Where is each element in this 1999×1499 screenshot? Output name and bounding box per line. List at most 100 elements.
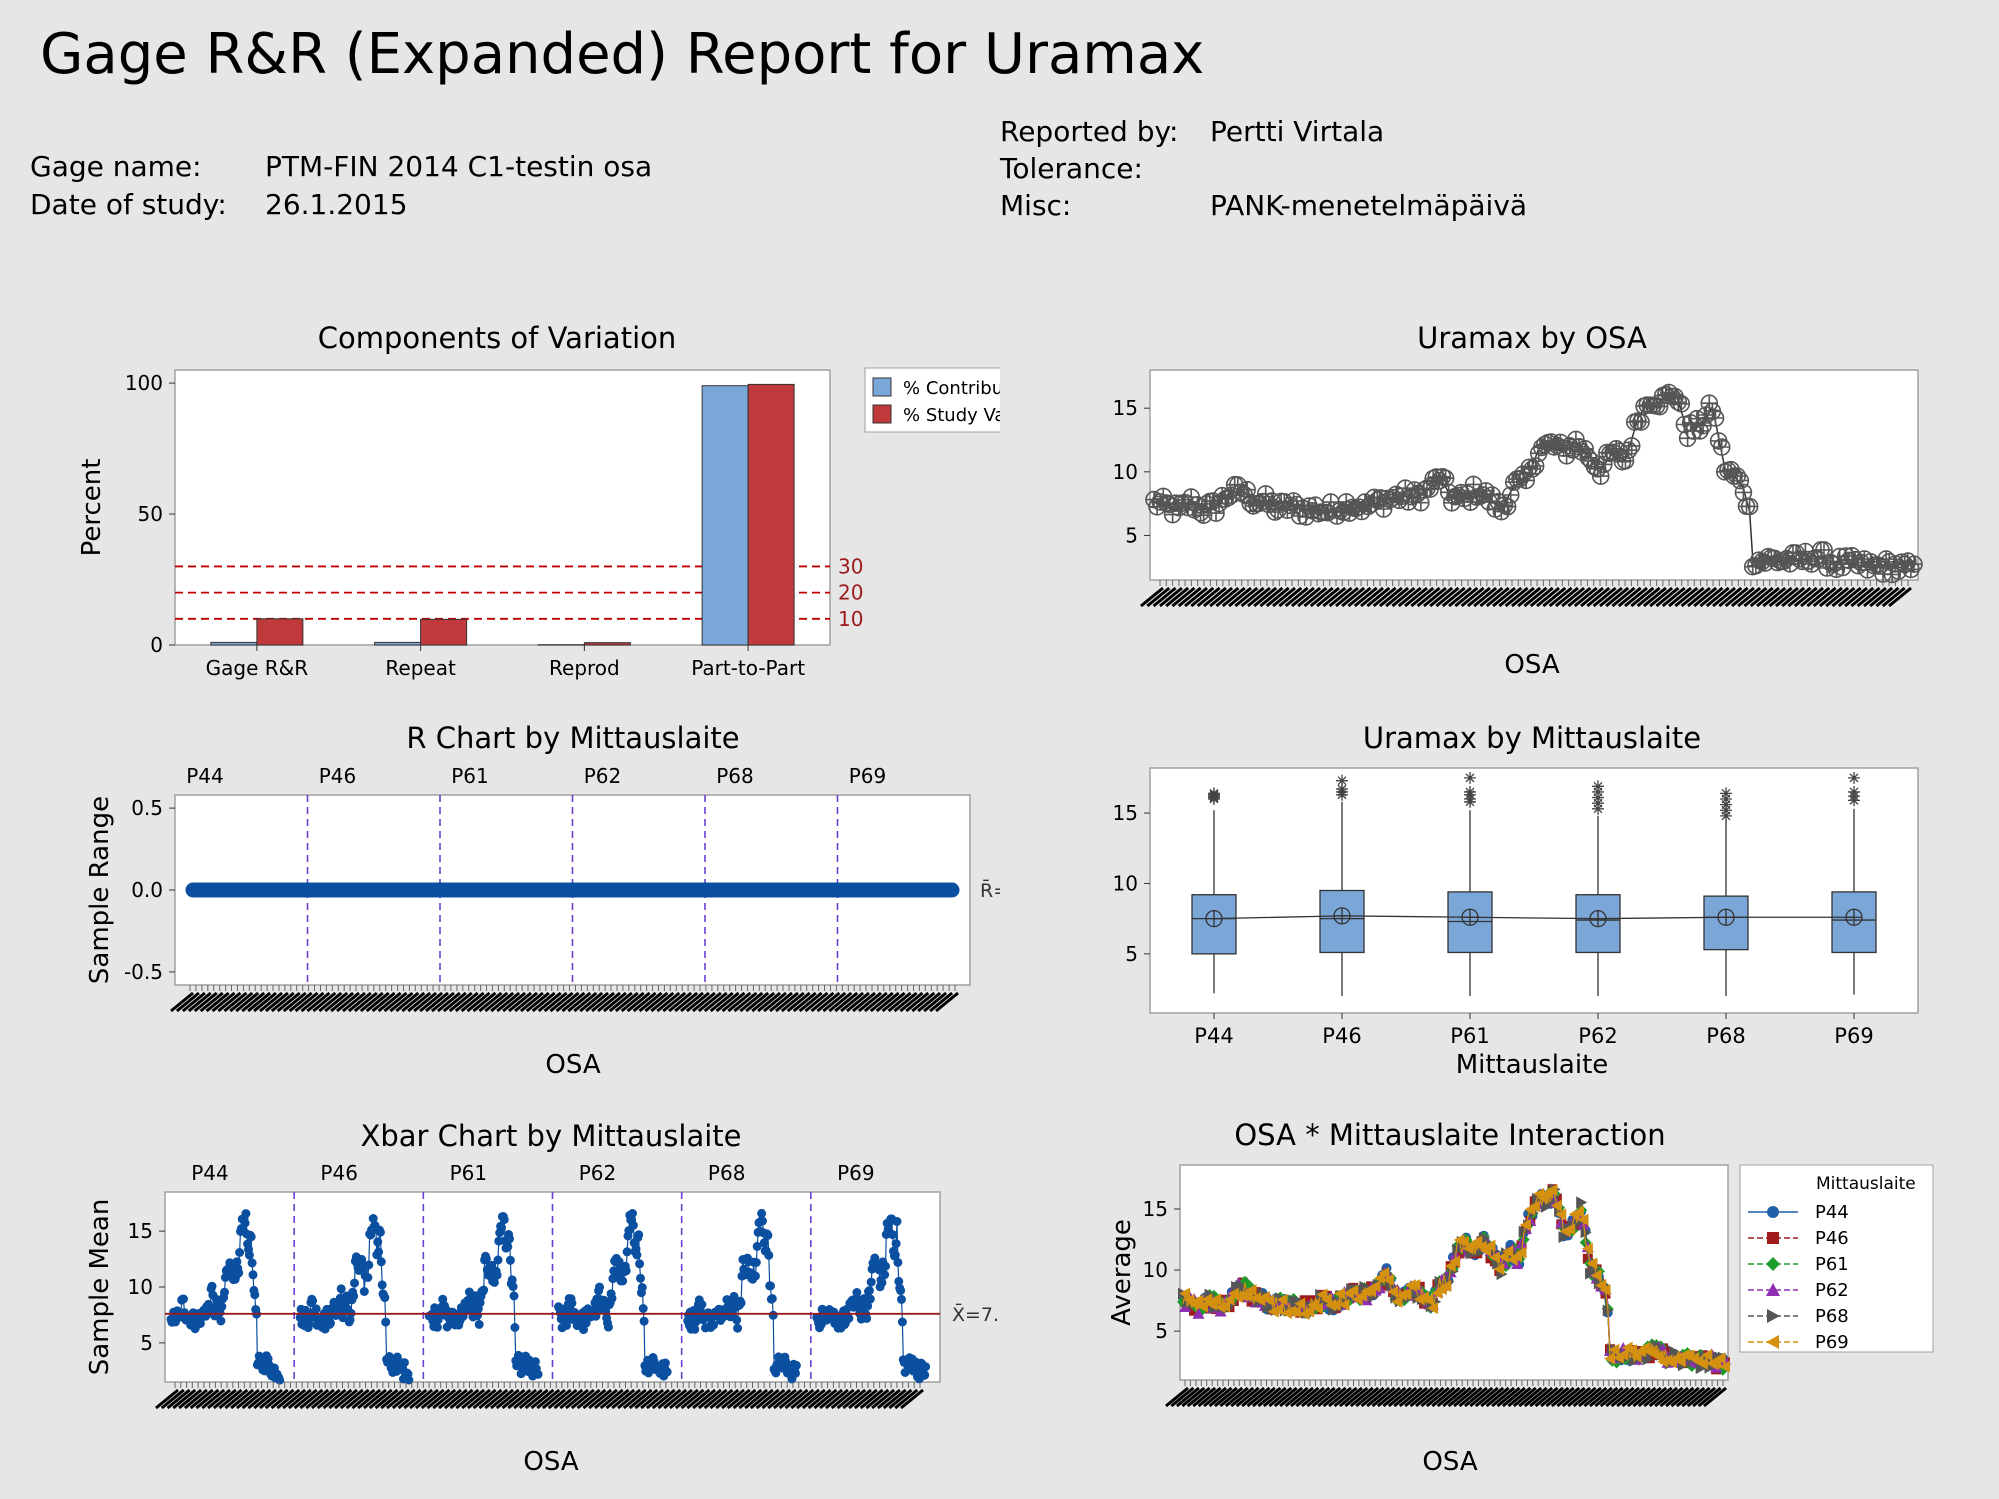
- legend-marker: [1766, 1257, 1780, 1271]
- legend-label: P46: [1815, 1228, 1849, 1249]
- reported-by-label: Reported by:: [1000, 115, 1179, 148]
- group-label: P46: [319, 764, 357, 788]
- x-axis-label: OSA: [1422, 1447, 1477, 1477]
- outlier-marker: [1336, 783, 1348, 796]
- bar-contribution: [701, 385, 749, 646]
- outlier-marker: [1464, 771, 1476, 784]
- center-line-label: X̄=7.6: [952, 1301, 1000, 1325]
- x-axis-tick-labels: [1165, 1386, 1727, 1408]
- x-tick-label: P69: [1834, 1024, 1873, 1048]
- reference-line-label: 20: [838, 581, 863, 605]
- reported-by-value: Pertti Virtala: [1210, 115, 1385, 148]
- outlier-marker: [1336, 774, 1348, 787]
- center-line-label: R̄=0: [980, 878, 1000, 902]
- y-axis-label: Sample Range: [85, 796, 115, 984]
- x-axis-ticks: [1159, 580, 1909, 586]
- legend-marker: [1767, 1206, 1779, 1218]
- date-value: 26.1.2015: [265, 188, 408, 221]
- x-tick-label: Gage R&R: [206, 656, 309, 680]
- y-axis-label: Percent: [77, 459, 107, 557]
- legend-label: % Study Var: [903, 405, 1000, 426]
- group-label: P62: [584, 764, 622, 788]
- x-tick-label: P46: [1322, 1024, 1361, 1048]
- x-axis-ticks: [189, 985, 956, 991]
- y-tick-label: 15: [1113, 396, 1138, 420]
- chart-title: Xbar Chart by Mittauslaite: [360, 1119, 741, 1153]
- y-tick-label: 15: [1143, 1197, 1168, 1221]
- x-tick-label: Repeat: [385, 656, 456, 680]
- legend-marker: [1766, 1335, 1779, 1349]
- x-axis-label: OSA: [1504, 650, 1559, 680]
- chart-title: Uramax by OSA: [1417, 321, 1647, 355]
- y-tick-label: 5: [140, 1331, 153, 1355]
- bar-studyvar: [256, 618, 304, 646]
- y-tick-label: 10: [1113, 460, 1138, 484]
- mean-connect-line: [1213, 915, 1854, 920]
- y-tick-label: 0: [150, 633, 163, 657]
- bar-contribution: [374, 641, 422, 646]
- y-tick-label: 10: [1113, 871, 1138, 895]
- legend-swatch: [872, 404, 892, 424]
- legend-marker: [1767, 1232, 1779, 1244]
- legend-label: P68: [1815, 1306, 1849, 1327]
- r-chart: R Chart by Mittauslaite Sample Range -0.5 0…: [85, 721, 1000, 1080]
- series-markers-p68: [1178, 1183, 1729, 1375]
- gage-name-value: PTM-FIN 2014 C1-testin osa: [265, 150, 653, 183]
- outlier-marker: [1848, 785, 1860, 798]
- report-title: Gage R&R (Expanded) Report for Uramax: [40, 22, 1205, 87]
- date-label: Date of study:: [30, 188, 227, 221]
- reference-line-label: 10: [838, 607, 863, 631]
- y-tick-label: 15: [128, 1219, 153, 1243]
- misc-label: Misc:: [1000, 189, 1072, 222]
- group-label: P61: [450, 1161, 488, 1185]
- x-tick-label: Reprod: [549, 656, 620, 680]
- group-label: P68: [716, 764, 754, 788]
- misc-value: PANK-menetelmäpäivä: [1210, 189, 1528, 222]
- chart-title: OSA * Mittauslaite Interaction: [1234, 1118, 1665, 1152]
- y-axis-label: Average: [1107, 1219, 1137, 1326]
- legend-marker: [1766, 1283, 1780, 1296]
- bar-contribution: [210, 641, 258, 646]
- interaction-chart: OSA * Mittauslaite Interaction Average 5 10…: [1107, 1118, 1934, 1477]
- group-label: P62: [579, 1161, 617, 1185]
- y-tick-label: -0.5: [124, 960, 163, 984]
- y-tick-label: 100: [125, 371, 163, 395]
- uramax-by-mittauslaite-chart: Uramax by Mittauslaite 5 10 15 P44 P46 P61 P62 P…: [1113, 721, 1919, 1080]
- legend-label: P44: [1815, 1202, 1849, 1223]
- x-axis-tick-labels: [1140, 586, 1912, 608]
- osa-mean-markers: [1145, 383, 1923, 584]
- legend-label: P69: [1815, 1332, 1849, 1353]
- y-tick-label: 10: [128, 1275, 153, 1299]
- tolerance-label: Tolerance:: [1000, 152, 1143, 185]
- y-tick-label: 0.5: [131, 796, 163, 820]
- x-axis-label: OSA: [523, 1447, 578, 1477]
- chart-title: Components of Variation: [318, 321, 677, 355]
- outlier-marker: [1592, 780, 1604, 793]
- x-axis-label: Mittauslaite: [1456, 1050, 1609, 1080]
- bar-studyvar: [747, 383, 795, 646]
- bar-studyvar: [420, 618, 468, 646]
- legend-label: P62: [1815, 1280, 1849, 1301]
- legend-swatch: [872, 377, 892, 397]
- legend-label: % Contribution: [903, 378, 1000, 399]
- uramax-by-osa-chart: Uramax by OSA 5 10 15 OSA: [1113, 321, 1923, 680]
- x-tick-label: P68: [1706, 1024, 1745, 1048]
- x-axis-tick-labels: [170, 991, 959, 1013]
- outlier-marker: [1720, 787, 1732, 800]
- outlier-marker: [1208, 787, 1220, 800]
- sample-mean-points: [166, 1208, 931, 1385]
- components-of-variation-chart: Components of Variation Percent 0 50 100 30 20…: [77, 321, 1000, 680]
- reference-line-label: 30: [838, 554, 863, 578]
- y-tick-label: 50: [138, 502, 163, 526]
- legend-label: P61: [1815, 1254, 1849, 1275]
- chart-title: Uramax by Mittauslaite: [1363, 721, 1701, 755]
- x-axis-ticks: [174, 1382, 921, 1388]
- y-tick-label: 15: [1113, 801, 1138, 825]
- x-axis-ticks: [1184, 1380, 1724, 1386]
- chart-title: R Chart by Mittauslaite: [406, 721, 739, 755]
- gage-name-label: Gage name:: [30, 150, 202, 183]
- group-label: P46: [320, 1161, 358, 1185]
- group-label: P68: [708, 1161, 746, 1185]
- x-axis-label: OSA: [545, 1050, 600, 1080]
- group-label: P44: [191, 1161, 229, 1185]
